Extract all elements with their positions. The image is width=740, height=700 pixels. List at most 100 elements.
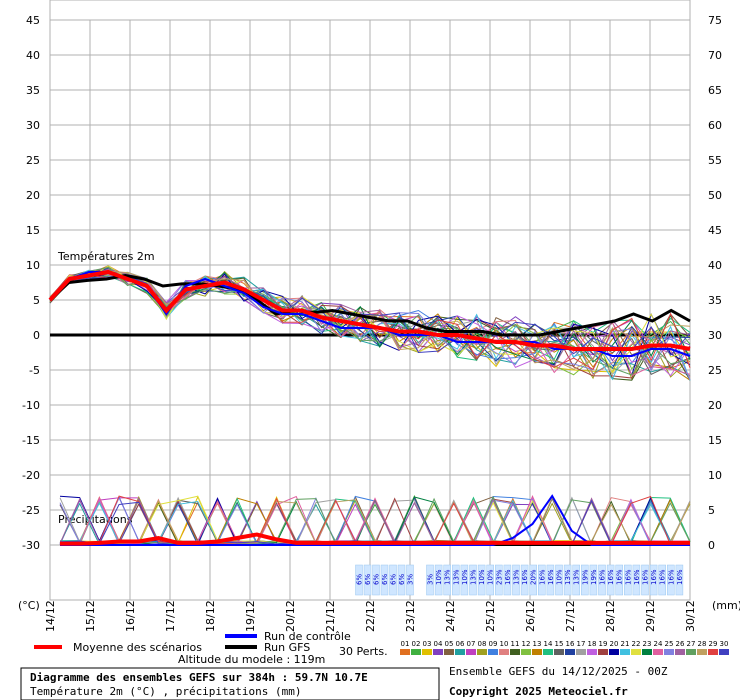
member-number: 10 [500,640,509,648]
snow-cell [389,564,397,596]
member-number: 01 [401,640,410,648]
series-temp-line [48,273,691,337]
snow-pct-label: 10% [556,569,564,585]
member-swatch [444,649,454,655]
snow-pct-label: 13% [444,569,452,585]
date-tick-label: 28/12 [604,600,617,632]
left-tick-label: 5 [33,294,40,307]
date-tick-label: 18/12 [204,600,217,632]
date-tick-label: 25/12 [484,600,497,632]
snow-pct-label: 16% [667,569,675,585]
snow-cell [572,564,580,596]
right-tick-label: 65 [708,84,722,97]
snow-cell [632,564,641,596]
member-number: 02 [412,640,421,648]
date-tick-label: 15/12 [84,600,97,632]
snow-cell [469,564,477,596]
member-number: 19 [599,640,608,648]
right-tick-label: 5 [708,504,715,517]
snow-cell [667,564,675,596]
member-swatch [411,649,421,655]
left-tick-label: 35 [26,84,40,97]
snow-cell [624,564,632,596]
right-tick-label: 25 [708,364,722,377]
snow-cell [641,564,649,596]
member-number: 16 [566,640,575,648]
copyright-label: Copyright 2025 Meteociel.fr [449,685,628,698]
member-number: 13 [533,640,542,648]
member-legend: 01 02 03 04 05 06 07 08 09 10 11 12 13 14 15 16 17 18 19 20… [400,640,729,655]
member-number: 25 [665,640,674,648]
snow-cell [477,564,486,596]
left-tick-label: 40 [26,49,40,62]
member-swatch [466,649,476,655]
right-tick-label: 55 [708,154,722,167]
member-swatch [499,649,509,655]
footer-box [20,667,440,700]
member-swatch [477,649,487,655]
member-swatch [664,649,674,655]
members-label: 30 Perts. [339,645,388,658]
member-swatch [521,649,531,655]
member-swatch [642,649,652,655]
snow-cell [546,564,555,596]
member-swatch [422,649,432,655]
member-temp-line [49,268,691,369]
series-temp-line [48,269,691,351]
right-tick-label: 35 [708,294,722,307]
snow-probability-strip: 6% 6% 6% 6% 6% 6% 3% 3% 10% 13% 13% 10% 13% 10% 10% 23%… [355,564,684,596]
date-tick-label: 14/12 [44,600,57,632]
snow-pct-label: 20% [530,569,538,585]
member-number: 28 [698,640,707,648]
snow-pct-label: 16% [504,569,512,585]
snow-cell [598,564,606,596]
member-swatch [675,649,685,655]
member-number: 27 [687,640,696,648]
snow-cell [606,564,615,596]
member-number: 07 [467,640,476,648]
snow-pct-label: 10% [487,569,495,585]
right-tick-label: 50 [708,189,722,202]
snow-cell [452,564,460,596]
left-tick-label: -10 [22,399,40,412]
snow-pct-label: 16% [676,569,684,585]
member-swatch [400,649,410,655]
member-swatch [708,649,718,655]
snow-cell [486,564,494,596]
ensemble-label: Ensemble GEFS du 14/12/2025 - 00Z [449,665,668,678]
main-series [48,269,691,546]
member-number: 24 [654,640,663,648]
snow-cell [581,564,589,596]
member-swatch [653,649,663,655]
snow-pct-label: 13% [573,569,581,585]
left-tick-label: 20 [26,189,40,202]
precip-section-label: Précipitations [58,513,133,526]
snow-cell [563,564,572,596]
left-axis-unit: (°C) [18,599,40,612]
date-tick-label: 21/12 [324,600,337,632]
snow-pct-label: 16% [659,569,667,585]
member-number: 12 [522,640,531,648]
snow-pct-label: 23% [495,569,503,585]
snow-pct-label: 6% [356,574,364,585]
right-axis-unit: (mm) [712,599,740,612]
date-tick-label: 16/12 [124,600,137,632]
right-tick-label: 75 [708,14,722,27]
altitude-label: Altitude du modele : 119m [178,653,325,666]
snow-cell [372,564,380,596]
snow-pct-label: 10% [478,569,486,585]
right-tick-label: 10 [708,469,722,482]
left-axis-ticks: 45 40 35 30 25 20 15 10 5 0 -5 -10 -15 -20 -25 -30 [22,14,40,552]
member-swatch [455,649,465,655]
member-swatch [433,649,443,655]
member-swatch [587,649,597,655]
member-swatch [686,649,696,655]
member-number: 17 [577,640,586,648]
snow-pct-label: 13% [470,569,478,585]
member-number: 21 [621,640,630,648]
member-swatch [598,649,608,655]
snow-cell [675,564,684,596]
snow-cell [658,564,666,596]
series-precip-line [60,494,690,546]
